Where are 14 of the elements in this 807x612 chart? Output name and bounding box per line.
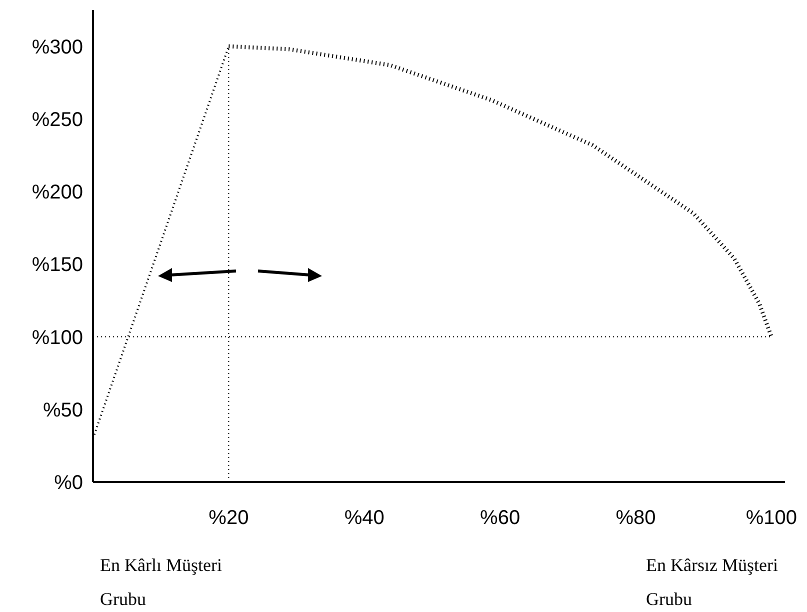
y-tick-label: %100 [32,326,83,349]
y-tick-label: %200 [32,182,83,204]
y-tick-label: %0 [54,472,83,494]
text: En Kârsız Müşteri Grubu [646,554,779,610]
x-tick-label: %80 [616,507,656,529]
y-tick-label: %250 [32,108,83,131]
text: En Kârlı Müşteri Grubu [100,554,223,610]
x-tick-label: %60 [480,507,520,529]
x-tick-label: %100 [746,507,798,529]
x-tick-label: %20 [208,507,249,529]
y-tick-label: %300 [32,36,83,58]
y-tick-label: %150 [32,254,83,276]
x-tick-label: %40 [344,507,384,529]
y-tick-label: %50 [42,399,83,422]
